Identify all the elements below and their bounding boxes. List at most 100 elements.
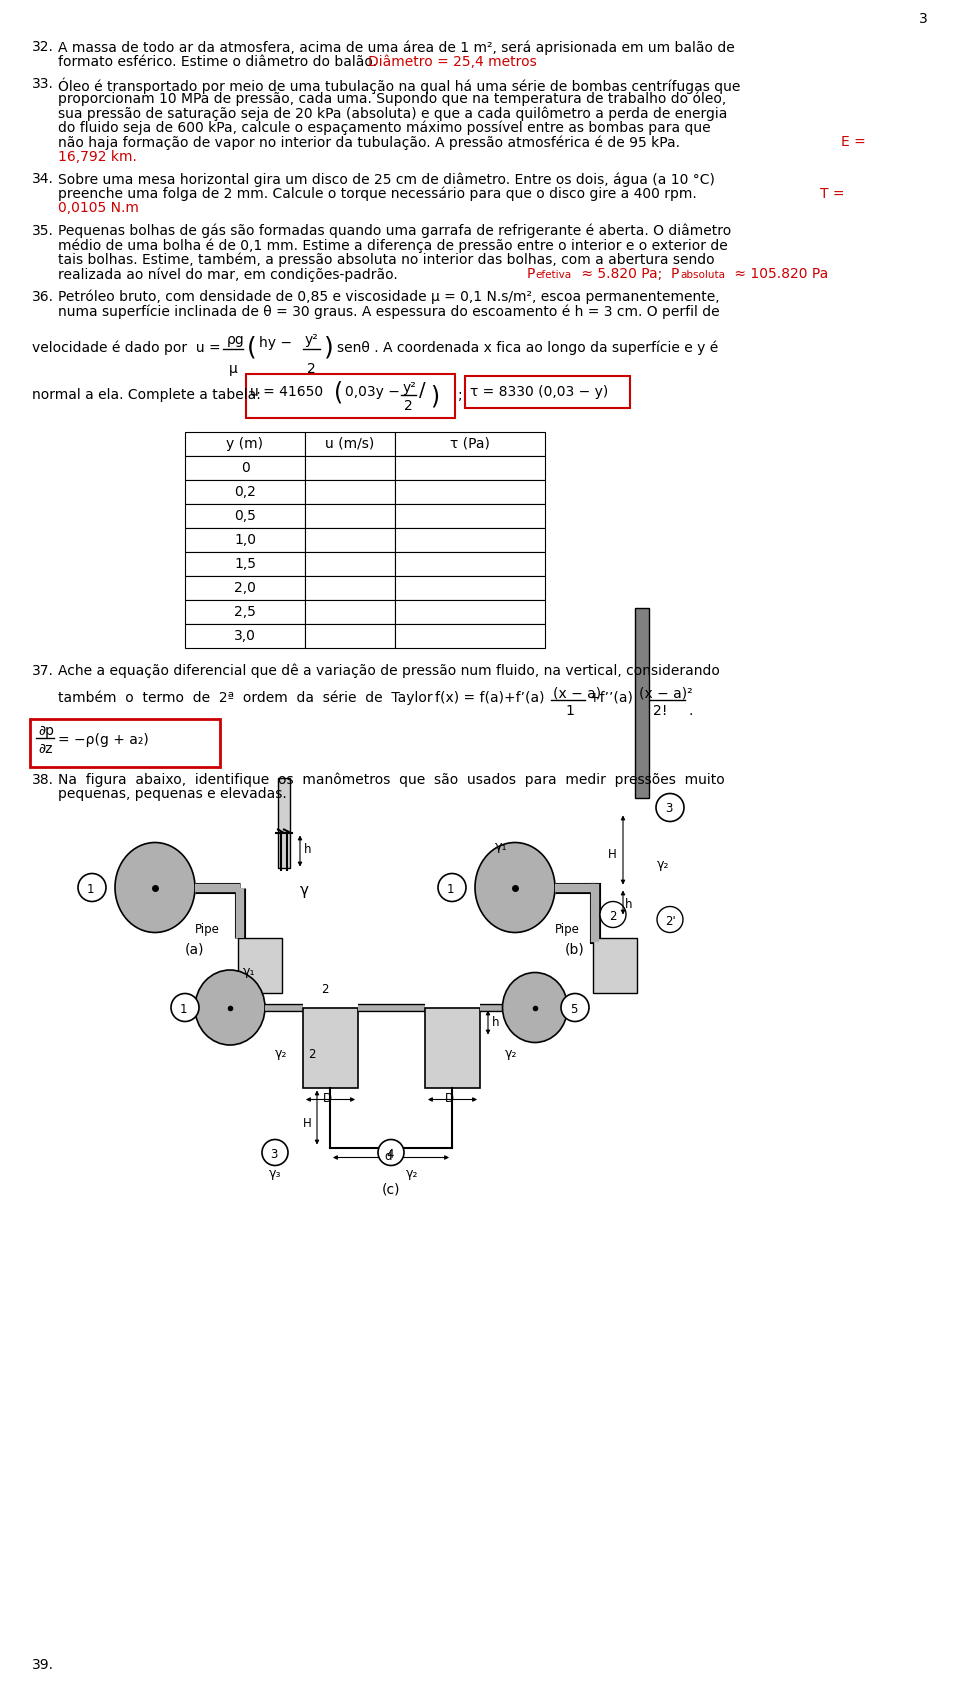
Text: +f’’(a): +f’’(a) — [588, 689, 633, 705]
Text: 2,5: 2,5 — [234, 604, 256, 618]
Text: γ₂: γ₂ — [275, 1048, 287, 1061]
Text: 0,5: 0,5 — [234, 508, 256, 523]
Text: normal a ela. Complete a tabela:: normal a ela. Complete a tabela: — [32, 387, 261, 401]
Text: hy −: hy − — [259, 336, 292, 350]
Bar — [395, 504, 545, 528]
Text: H: H — [608, 847, 616, 861]
Bar — [185, 623, 305, 647]
Text: P: P — [527, 267, 536, 280]
Text: Diâmetro = 25,4 metros: Diâmetro = 25,4 metros — [368, 54, 537, 68]
Bar — [30, 718, 220, 766]
Text: d: d — [384, 1150, 392, 1163]
Text: Petróleo bruto, com densidade de 0,85 e viscosidade μ = 0,1 N.s/m², escoa perman: Petróleo bruto, com densidade de 0,85 e … — [58, 289, 720, 304]
Bar — [395, 599, 545, 623]
Text: ;: ; — [458, 387, 463, 401]
Text: D: D — [323, 1092, 331, 1104]
Text: Pipe: Pipe — [195, 922, 220, 936]
Text: E =: E = — [841, 136, 866, 149]
Text: Pequenas bolhas de gás são formadas quando uma garrafa de refrigerante é aberta.: Pequenas bolhas de gás são formadas quan… — [58, 224, 732, 238]
Text: 38.: 38. — [32, 773, 54, 786]
Text: 2,0: 2,0 — [234, 581, 256, 594]
Text: 0,03y −: 0,03y − — [345, 384, 400, 399]
Text: 5: 5 — [570, 1002, 577, 1015]
Bar — [425, 1007, 480, 1087]
Bar — [395, 576, 545, 599]
Bar — [185, 431, 305, 455]
Text: (a): (a) — [185, 942, 204, 956]
Bar — [305, 455, 395, 479]
Text: 3: 3 — [665, 801, 672, 815]
Text: 33.: 33. — [32, 76, 54, 92]
Text: tais bolhas. Estime, também, a pressão absoluta no interior das bolhas, com a ab: tais bolhas. Estime, também, a pressão a… — [58, 253, 714, 267]
Text: 2!: 2! — [653, 705, 667, 718]
Text: γ₂: γ₂ — [505, 1048, 517, 1061]
Bar — [395, 623, 545, 647]
Text: 16,792 km.: 16,792 km. — [58, 149, 137, 163]
Text: preenche uma folga de 2 mm. Calcule o torque necessário para que o disco gire a : preenche uma folga de 2 mm. Calcule o to… — [58, 187, 701, 200]
Ellipse shape — [195, 970, 265, 1044]
Bar — [305, 479, 395, 504]
Bar — [305, 528, 395, 552]
Text: do fluido seja de 600 kPa, calcule o espaçamento máximo possível entre as bombas: do fluido seja de 600 kPa, calcule o esp… — [58, 121, 710, 136]
Bar — [305, 431, 395, 455]
Text: 36.: 36. — [32, 289, 54, 304]
Text: τ (Pa): τ (Pa) — [450, 436, 490, 450]
Bar — [395, 431, 545, 455]
Text: 35.: 35. — [32, 224, 54, 238]
Text: A massa de todo ar da atmosfera, acima de uma área de 1 m², será aprisionada em : A massa de todo ar da atmosfera, acima d… — [58, 41, 734, 54]
Text: proporcionam 10 MPa de pressão, cada uma. Supondo que na temperatura de trabalho: proporcionam 10 MPa de pressão, cada uma… — [58, 92, 727, 105]
Text: ≈ 5.820 Pa;  P: ≈ 5.820 Pa; P — [577, 267, 680, 280]
Bar — [395, 552, 545, 576]
Text: (c): (c) — [382, 1182, 400, 1197]
Text: absoluta: absoluta — [680, 270, 725, 280]
Bar — [185, 504, 305, 528]
Text: 2: 2 — [307, 362, 316, 375]
Text: Pipe: Pipe — [555, 922, 580, 936]
Bar — [395, 455, 545, 479]
Bar — [395, 479, 545, 504]
Circle shape — [438, 873, 466, 902]
Text: 1: 1 — [447, 883, 454, 895]
Text: realizada ao nível do mar, em condições-padrão.: realizada ao nível do mar, em condições-… — [58, 267, 402, 282]
Text: 2: 2 — [404, 399, 413, 413]
Bar — [185, 528, 305, 552]
Text: numa superfície inclinada de θ = 30 graus. A espessura do escoamento é h = 3 cm.: numa superfície inclinada de θ = 30 grau… — [58, 304, 720, 319]
Ellipse shape — [475, 842, 555, 932]
Text: u = 41650: u = 41650 — [250, 384, 324, 399]
Text: /: / — [419, 380, 425, 399]
Text: pequenas, pequenas e elevadas.: pequenas, pequenas e elevadas. — [58, 786, 287, 801]
Text: γ₁: γ₁ — [495, 839, 508, 852]
Text: 4: 4 — [386, 1148, 394, 1160]
Text: 1: 1 — [87, 883, 94, 895]
Text: 1: 1 — [180, 1002, 187, 1015]
Text: .: . — [688, 705, 692, 718]
Bar — [635, 608, 649, 798]
Bar — [185, 479, 305, 504]
Text: y²: y² — [403, 380, 417, 394]
Bar — [305, 576, 395, 599]
Text: γ₃: γ₃ — [269, 1168, 281, 1180]
Text: não haja formação de vapor no interior da tubulação. A pressão atmosférica é de : não haja formação de vapor no interior d… — [58, 136, 684, 149]
Text: 0,2: 0,2 — [234, 484, 256, 499]
Bar — [185, 552, 305, 576]
Text: H: H — [303, 1117, 312, 1129]
Circle shape — [171, 993, 199, 1022]
Text: γ₂: γ₂ — [406, 1168, 419, 1180]
Bar — [185, 599, 305, 623]
Text: Óleo é transportado por meio de uma tubulação na qual há uma série de bombas cen: Óleo é transportado por meio de uma tubu… — [58, 76, 740, 93]
Bar — [246, 374, 455, 418]
Text: u (m/s): u (m/s) — [325, 436, 374, 450]
Bar — [185, 455, 305, 479]
Text: 1,0: 1,0 — [234, 533, 256, 547]
Text: 1: 1 — [565, 705, 574, 718]
Text: ): ) — [324, 336, 334, 360]
Text: y (m): y (m) — [227, 436, 263, 450]
Text: 34.: 34. — [32, 171, 54, 187]
Text: formato esférico. Estime o diâmetro do balão.: formato esférico. Estime o diâmetro do b… — [58, 54, 381, 68]
Text: 2': 2' — [665, 915, 676, 927]
Text: 2: 2 — [609, 910, 616, 922]
Text: efetiva: efetiva — [535, 270, 571, 280]
Text: Sobre uma mesa horizontal gira um disco de 25 cm de diâmetro. Entre os dois, águ: Sobre uma mesa horizontal gira um disco … — [58, 171, 715, 187]
Text: τ = 8330 (0,03 − y): τ = 8330 (0,03 − y) — [470, 384, 609, 399]
Text: γ: γ — [300, 883, 309, 898]
